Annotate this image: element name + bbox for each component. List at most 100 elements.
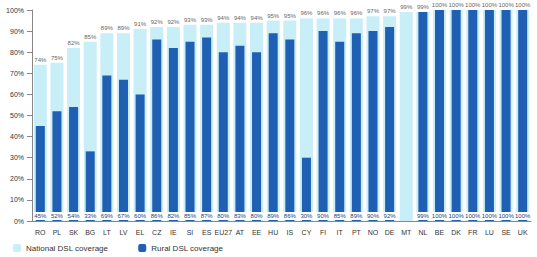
svg-text:54%: 54%	[68, 213, 81, 219]
svg-text:86%: 86%	[284, 213, 297, 219]
svg-text:30%: 30%	[300, 213, 313, 219]
svg-text:DK: DK	[451, 229, 461, 236]
svg-text:92%: 92%	[167, 19, 180, 25]
svg-text:EL: EL	[136, 229, 145, 236]
svg-text:20%: 20%	[10, 175, 24, 182]
svg-text:83%: 83%	[234, 213, 247, 219]
svg-text:85%: 85%	[334, 213, 347, 219]
svg-text:PL: PL	[53, 229, 62, 236]
svg-text:BG: BG	[85, 229, 95, 236]
svg-text:45%: 45%	[34, 213, 47, 219]
svg-text:99%: 99%	[417, 4, 430, 10]
svg-text:95%: 95%	[267, 13, 280, 19]
svg-text:99%: 99%	[400, 4, 413, 10]
svg-text:75%: 75%	[51, 55, 64, 61]
svg-text:0%: 0%	[14, 218, 24, 225]
svg-text:92%: 92%	[151, 19, 164, 25]
svg-text:89%: 89%	[101, 25, 114, 31]
svg-text:90%: 90%	[367, 213, 380, 219]
svg-text:ES: ES	[202, 229, 212, 236]
svg-text:96%: 96%	[350, 10, 363, 16]
svg-text:85%: 85%	[84, 34, 97, 40]
svg-text:87%: 87%	[201, 213, 214, 219]
svg-text:AT: AT	[236, 229, 245, 236]
svg-text:96%: 96%	[317, 10, 330, 16]
svg-text:FI: FI	[320, 229, 326, 236]
svg-text:86%: 86%	[151, 213, 164, 219]
svg-text:IE: IE	[170, 229, 177, 236]
svg-text:SK: SK	[69, 229, 79, 236]
svg-text:NO: NO	[368, 229, 379, 236]
svg-text:94%: 94%	[234, 15, 247, 21]
svg-text:IT: IT	[337, 229, 344, 236]
svg-text:100%: 100%	[465, 2, 481, 8]
svg-text:IS: IS	[287, 229, 294, 236]
svg-text:80%: 80%	[10, 49, 24, 56]
svg-text:HU: HU	[268, 229, 278, 236]
svg-text:100%: 100%	[498, 2, 514, 8]
svg-text:Rural DSL coverage: Rural DSL coverage	[151, 244, 223, 253]
svg-text:74%: 74%	[34, 57, 47, 63]
svg-text:100%: 100%	[515, 2, 531, 8]
svg-text:92%: 92%	[384, 213, 397, 219]
svg-text:94%: 94%	[251, 15, 264, 21]
svg-text:96%: 96%	[300, 10, 313, 16]
svg-text:100%: 100%	[498, 213, 514, 219]
svg-text:93%: 93%	[184, 17, 197, 23]
svg-text:MT: MT	[401, 229, 412, 236]
svg-text:100%: 100%	[432, 213, 448, 219]
svg-text:100%: 100%	[465, 213, 481, 219]
svg-text:33%: 33%	[84, 213, 97, 219]
svg-text:69%: 69%	[101, 213, 114, 219]
svg-text:SE: SE	[501, 229, 511, 236]
svg-text:85%: 85%	[184, 213, 197, 219]
svg-text:CZ: CZ	[152, 229, 162, 236]
svg-text:National DSL coverage: National DSL coverage	[26, 244, 109, 253]
svg-text:RO: RO	[35, 229, 46, 236]
svg-text:80%: 80%	[217, 213, 230, 219]
svg-text:100%: 100%	[448, 213, 464, 219]
svg-text:67%: 67%	[117, 213, 130, 219]
svg-text:10%: 10%	[10, 196, 24, 203]
svg-text:97%: 97%	[367, 8, 380, 14]
svg-text:90%: 90%	[317, 213, 330, 219]
svg-text:DE: DE	[385, 229, 395, 236]
svg-text:EU27: EU27	[215, 229, 233, 236]
svg-text:UK: UK	[518, 229, 528, 236]
svg-text:BE: BE	[435, 229, 445, 236]
svg-text:EE: EE	[252, 229, 262, 236]
svg-text:100%: 100%	[515, 213, 531, 219]
svg-text:LT: LT	[103, 229, 111, 236]
svg-text:50%: 50%	[10, 112, 24, 119]
svg-text:95%: 95%	[284, 13, 297, 19]
svg-text:LU: LU	[485, 229, 494, 236]
svg-text:FR: FR	[468, 229, 477, 236]
svg-text:30%: 30%	[10, 154, 24, 161]
svg-text:52%: 52%	[51, 213, 64, 219]
svg-text:90%: 90%	[10, 28, 24, 35]
svg-text:PT: PT	[352, 229, 362, 236]
svg-text:99%: 99%	[417, 213, 430, 219]
svg-text:100%: 100%	[448, 2, 464, 8]
svg-text:SI: SI	[187, 229, 194, 236]
svg-text:NL: NL	[418, 229, 427, 236]
svg-text:82%: 82%	[167, 213, 180, 219]
svg-text:89%: 89%	[267, 213, 280, 219]
svg-text:70%: 70%	[10, 70, 24, 77]
svg-text:89%: 89%	[117, 25, 130, 31]
svg-text:89%: 89%	[350, 213, 363, 219]
svg-text:91%: 91%	[134, 21, 147, 27]
svg-text:100%: 100%	[482, 2, 498, 8]
svg-text:93%: 93%	[201, 17, 214, 23]
svg-text:82%: 82%	[68, 40, 81, 46]
svg-text:96%: 96%	[334, 10, 347, 16]
svg-text:LV: LV	[119, 229, 127, 236]
svg-text:94%: 94%	[217, 15, 230, 21]
svg-text:100%: 100%	[482, 213, 498, 219]
svg-text:100%: 100%	[432, 2, 448, 8]
svg-text:60%: 60%	[134, 213, 147, 219]
svg-text:97%: 97%	[384, 8, 397, 14]
svg-text:40%: 40%	[10, 133, 24, 140]
svg-text:60%: 60%	[10, 91, 24, 98]
svg-text:80%: 80%	[251, 213, 264, 219]
